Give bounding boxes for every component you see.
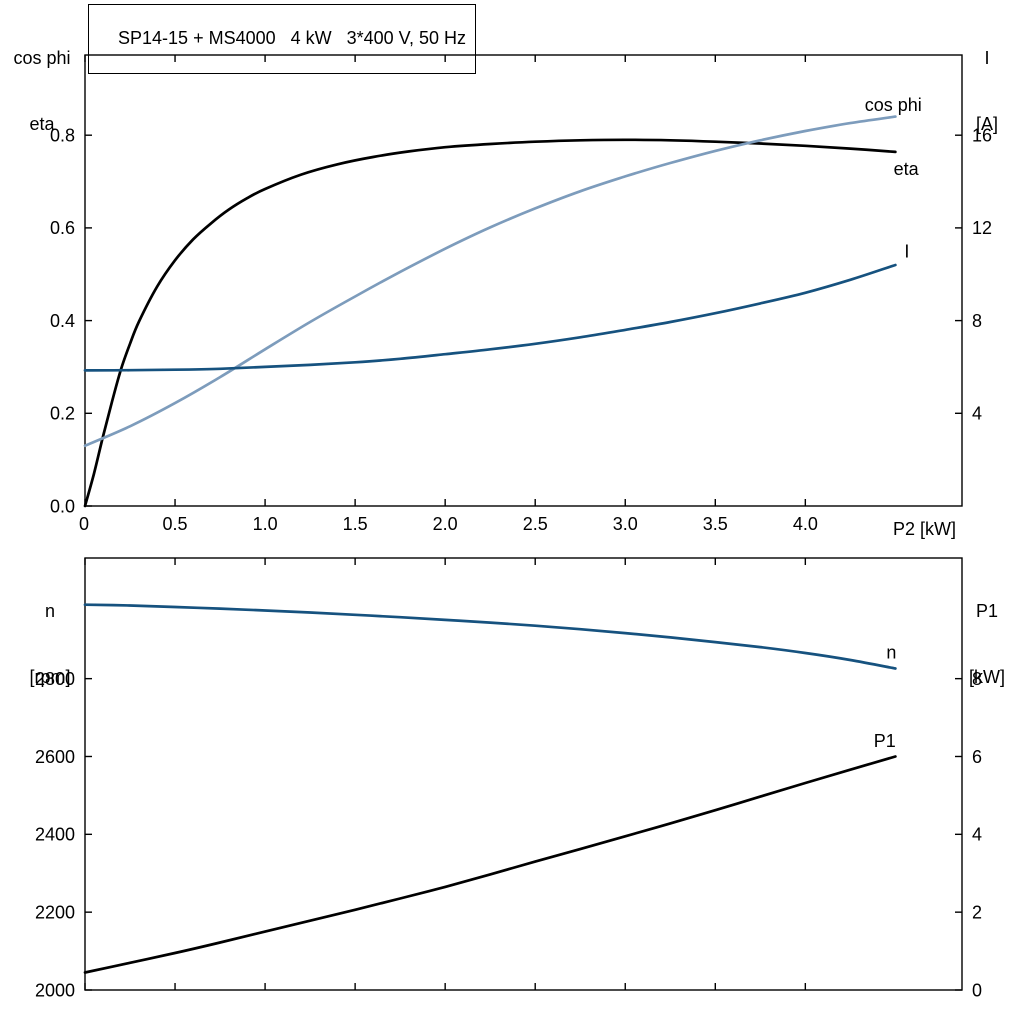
curve-current <box>83 263 897 372</box>
left-tick-label: 0.6 <box>50 218 75 238</box>
curve-speed <box>83 603 897 670</box>
curve-eta <box>83 138 897 508</box>
x-tick-label: 0 <box>79 514 89 534</box>
right-axis-title-line2: [A] <box>975 114 998 134</box>
top-chart-canvas: 0.0 0.2 0.4 0.6 0.8 4 8 12 16 0 0.5 1.0 1.5 2.0 2.5 3.0… <box>50 54 992 534</box>
x-tick-label: 2.0 <box>433 514 458 534</box>
right-tick-label: 6 <box>972 747 982 767</box>
p1-axis-title-line1: P1 <box>975 601 999 621</box>
right-tick-label: 8 <box>972 669 982 689</box>
top-right-axis-title: I [A] <box>962 3 1012 179</box>
curve-label-p1-power: P1 <box>874 731 896 751</box>
speed-axis-title-line1: n <box>44 601 55 621</box>
curve-label-speed: n <box>886 642 896 662</box>
x-tick-label: 3.5 <box>703 514 728 534</box>
right-tick-label: 0 <box>972 980 982 1000</box>
x-tick-label: 2.5 <box>523 514 548 534</box>
left-axis-title-line1: cos phi <box>13 48 71 68</box>
left-tick-label: 2200 <box>35 902 75 922</box>
left-tick-label: 2800 <box>35 669 75 689</box>
plot-border <box>84 557 963 991</box>
left-tick-label: 2000 <box>35 980 75 1000</box>
top-left-axis-title: cos phi eta <box>5 3 79 179</box>
left-tick-label: 0.0 <box>50 496 75 516</box>
curve-label-current: I <box>904 242 909 262</box>
x-tick-label: 1.5 <box>343 514 368 534</box>
left-tick-label: 0.2 <box>50 404 75 424</box>
plot-border <box>84 54 963 507</box>
chart-title: SP14-15 + MS4000 4 kW 3*400 V, 50 Hz <box>118 28 467 48</box>
left-tick-label: 0.8 <box>50 125 75 145</box>
right-tick-label: 8 <box>972 311 982 331</box>
chart-title-box: SP14-15 + MS4000 4 kW 3*400 V, 50 Hz <box>88 4 477 74</box>
curve-label-eta: eta <box>894 159 920 179</box>
bottom-right-axis-title: P1 [kW] <box>961 556 1013 732</box>
x-axis-label: P2 [kW] <box>893 519 957 539</box>
x-tick-label: 3.0 <box>613 514 638 534</box>
bottom-chart-canvas: 2000 2200 2400 2600 2800 0 2 4 6 8 n P1 <box>35 557 982 1000</box>
x-tick-label: 4.0 <box>793 514 818 534</box>
curve-p1-power <box>83 755 897 974</box>
right-tick-label: 16 <box>972 125 992 145</box>
right-tick-label: 12 <box>972 218 992 238</box>
speed-axis-title-line2: [rpm] <box>29 667 71 687</box>
left-axis-title-line2: eta <box>29 114 55 134</box>
x-tick-label: 0.5 <box>163 514 188 534</box>
curve-cos-phi <box>83 115 897 448</box>
left-tick-label: 0.4 <box>50 311 75 331</box>
left-tick-label: 2400 <box>35 825 75 845</box>
right-tick-label: 4 <box>972 825 982 845</box>
right-tick-label: 2 <box>972 902 982 922</box>
x-tick-label: 1.0 <box>253 514 278 534</box>
curve-label-cos-phi: cos phi <box>865 95 922 115</box>
right-axis-title-line1: I <box>984 48 990 68</box>
p1-axis-title-line2: [kW] <box>969 667 1005 687</box>
right-tick-label: 4 <box>972 404 982 424</box>
bottom-left-axis-title: n [rpm] <box>24 556 76 732</box>
left-tick-label: 2600 <box>35 747 75 767</box>
